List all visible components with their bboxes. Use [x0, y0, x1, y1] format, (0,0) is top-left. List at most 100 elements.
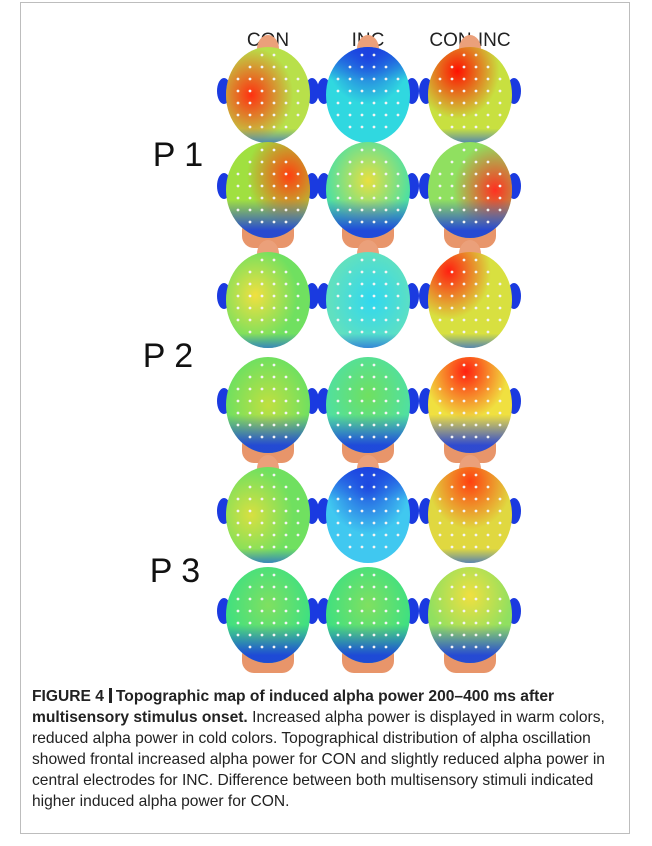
- electrode: [372, 258, 376, 262]
- electrode: [450, 113, 454, 117]
- electrode: [348, 113, 352, 117]
- electrode: [284, 113, 288, 117]
- head-part: [326, 47, 410, 143]
- electrode: [248, 435, 252, 439]
- electrode: [360, 318, 364, 322]
- electrode: [384, 399, 388, 403]
- electrode: [260, 545, 264, 549]
- electrode: [236, 306, 240, 310]
- electrode: [450, 330, 454, 334]
- electrode: [284, 65, 288, 69]
- head-part: [226, 467, 310, 563]
- electrode: [272, 521, 276, 525]
- electrode: [248, 330, 252, 334]
- electrode: [372, 282, 376, 286]
- electrode: [474, 533, 478, 537]
- electrode: [450, 306, 454, 310]
- electrode: [360, 77, 364, 81]
- head-top-view: [419, 240, 521, 348]
- electrode: [450, 220, 454, 224]
- electrode: [474, 399, 478, 403]
- electrode: [248, 125, 252, 129]
- electrode: [450, 485, 454, 489]
- electrode: [260, 160, 264, 164]
- electrode: [462, 497, 466, 501]
- electrode: [348, 160, 352, 164]
- electrode: [450, 597, 454, 601]
- electrode: [236, 533, 240, 537]
- electrode: [348, 101, 352, 105]
- head-back-view: [317, 567, 419, 673]
- head-part: [428, 142, 512, 238]
- electrode: [384, 270, 388, 274]
- head-surface: [326, 357, 410, 453]
- electrode: [486, 435, 490, 439]
- electrode: [474, 621, 478, 625]
- electrode: [336, 77, 340, 81]
- electrode: [372, 509, 376, 513]
- electrode: [272, 645, 276, 649]
- electrode: [296, 282, 300, 286]
- electrode: [360, 435, 364, 439]
- electrode: [360, 53, 364, 57]
- electrode: [248, 621, 252, 625]
- electrode: [348, 77, 352, 81]
- electrode: [450, 533, 454, 537]
- electrode: [474, 160, 478, 164]
- electrode: [450, 282, 454, 286]
- electrode: [348, 65, 352, 69]
- electrode: [296, 306, 300, 310]
- electrode: [486, 585, 490, 589]
- electrode: [438, 196, 442, 200]
- electrode: [486, 101, 490, 105]
- electrode: [462, 597, 466, 601]
- electrode: [486, 282, 490, 286]
- electrode: [348, 387, 352, 391]
- electrode: [450, 585, 454, 589]
- electrode: [296, 597, 300, 601]
- electrode: [348, 294, 352, 298]
- electrode: [462, 220, 466, 224]
- caption: FIGURE 4 Topographic map of induced alpha…: [32, 686, 628, 812]
- electrode: [260, 509, 264, 513]
- electrode: [360, 609, 364, 613]
- electrode: [372, 597, 376, 601]
- electrode: [248, 220, 252, 224]
- electrode: [336, 621, 340, 625]
- electrode: [486, 375, 490, 379]
- electrode: [498, 208, 502, 212]
- head-surface: [326, 252, 410, 348]
- electrode: [272, 196, 276, 200]
- electrode: [462, 363, 466, 367]
- electrode: [248, 633, 252, 637]
- electrode: [260, 423, 264, 427]
- head-part: [226, 142, 310, 238]
- electrode: [438, 306, 442, 310]
- electrode: [236, 208, 240, 212]
- electrode: [272, 423, 276, 427]
- electrode: [372, 270, 376, 274]
- head-surface: [326, 467, 410, 563]
- electrode: [348, 423, 352, 427]
- electrode: [284, 101, 288, 105]
- electrode: [474, 184, 478, 188]
- electrode: [360, 585, 364, 589]
- electrode: [372, 89, 376, 93]
- electrode: [284, 423, 288, 427]
- electrode: [372, 545, 376, 549]
- head-part: [326, 567, 410, 663]
- electrode: [438, 497, 442, 501]
- electrode: [296, 318, 300, 322]
- electrode: [450, 609, 454, 613]
- electrode: [486, 387, 490, 391]
- electrode: [296, 208, 300, 212]
- electrode: [284, 330, 288, 334]
- electrode: [284, 609, 288, 613]
- electrode: [248, 533, 252, 537]
- head-surface: [226, 47, 310, 143]
- electrode: [284, 220, 288, 224]
- electrode: [486, 423, 490, 427]
- electrode: [248, 184, 252, 188]
- electrode: [396, 113, 400, 117]
- electrode: [272, 160, 276, 164]
